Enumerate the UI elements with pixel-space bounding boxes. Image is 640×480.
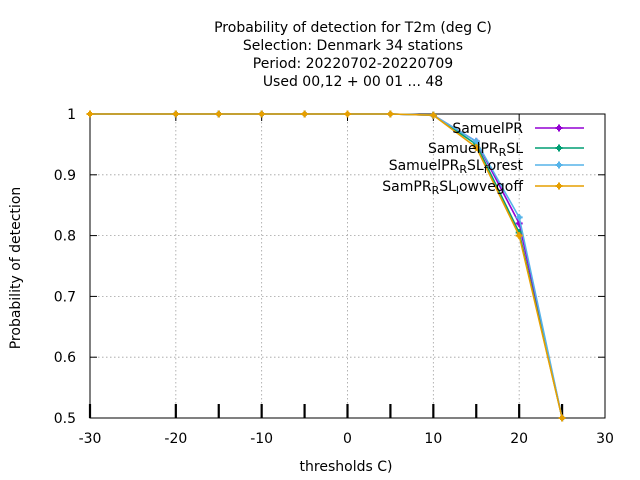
legend-swatch-marker-core [557, 146, 561, 150]
title-line-4: Used 00,12 + 00 01 ... 48 [263, 74, 443, 90]
title-line-1: Probability of detection for T2m (deg C) [214, 20, 492, 36]
data-point-core [560, 416, 565, 420]
data-point-core [517, 215, 522, 220]
legend-text-part: f [484, 163, 489, 176]
x-tick-label: 0 [343, 431, 352, 447]
data-point-core [474, 139, 479, 144]
legend-text-part: SamuelPR [428, 141, 499, 157]
legend-text-part: l [456, 184, 459, 197]
data-point-core [474, 145, 479, 150]
grid-lines [90, 114, 605, 418]
legend-text-part: SL [439, 179, 456, 195]
y-tick-label: 0.5 [54, 411, 76, 427]
y-tick-label: 1 [67, 107, 76, 123]
x-axis-ticks: -30 -20 -10 0 10 20 30 [79, 114, 614, 447]
x-axis-label: thresholds C) [300, 459, 393, 475]
legend-text-part: SamuelPR [452, 121, 523, 137]
series-4 [86, 110, 566, 422]
legend-swatch-marker-core [557, 163, 561, 167]
x-tick-label: 30 [596, 431, 614, 447]
legend-swatch-marker-core [557, 126, 561, 130]
data-point-core [517, 233, 522, 238]
legend-label-2: SamuelPRRSL [428, 141, 523, 159]
data-point-core [302, 112, 307, 116]
legend-label-3: SamuelPRRSLforest [389, 158, 524, 176]
y-axis-label: Probability of detection [8, 187, 24, 350]
legend-label-1: SamuelPR [452, 121, 523, 137]
data-point-core [517, 221, 522, 226]
y-tick-label: 0.8 [54, 229, 76, 245]
data-point-core [431, 113, 436, 118]
title-line-3: Period: 20220702-20220709 [253, 56, 453, 72]
data-point-core [88, 112, 92, 116]
y-tick-label: 0.6 [54, 350, 76, 366]
x-minor-marks [88, 404, 564, 418]
y-axis-ticks: 0.5 0.6 0.7 0.8 0.9 1 [54, 107, 605, 427]
legend-text-part: SamuelPR [389, 158, 460, 174]
x-tick-label: 10 [424, 431, 442, 447]
data-point-core [388, 112, 393, 116]
data-point-core [259, 112, 264, 116]
x-tick-label: -30 [79, 431, 102, 447]
x-tick-label: 20 [510, 431, 528, 447]
chart-title: Probability of detection for T2m (deg C)… [214, 20, 492, 90]
legend-text-part: SL [467, 158, 484, 174]
y-tick-label: 0.7 [54, 289, 76, 305]
legend-text-part: SamPR [382, 179, 432, 195]
legend-text-part: R [432, 184, 440, 197]
legend-text-part: R [459, 163, 467, 176]
legend-text-part: SL [506, 141, 523, 157]
y-tick-label: 0.9 [54, 168, 76, 184]
legend-text-part: owvegoff [459, 179, 523, 195]
data-point-core [173, 112, 178, 116]
data-point-core [216, 112, 221, 116]
x-tick-label: -10 [250, 431, 273, 447]
legend-label-4: SamPRRSLlowvegoff [382, 179, 523, 197]
legend-text-part: orest [488, 158, 524, 174]
title-line-2: Selection: Denmark 34 stations [243, 38, 463, 54]
legend-swatch-marker-core [557, 184, 561, 188]
data-point-core [345, 112, 350, 116]
data-series [86, 110, 566, 422]
legend-text-part: R [499, 146, 507, 159]
legend: SamuelPRSamuelPRRSLSamuelPRRSLforestSamP… [382, 121, 584, 197]
x-tick-label: -20 [164, 431, 187, 447]
